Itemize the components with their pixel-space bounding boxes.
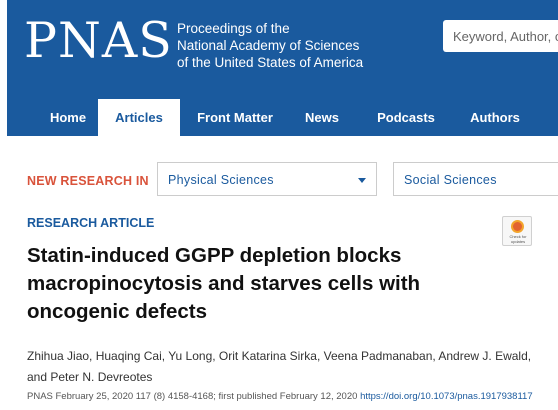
article-citation: PNAS February 25, 2020 117 (8) 4158-4168…: [27, 391, 533, 402]
nav-articles[interactable]: Articles: [98, 99, 180, 136]
tagline-line-2: National Academy of Sciences: [177, 38, 360, 53]
tagline-line-3: of the United States of America: [177, 55, 364, 70]
article-type-label: RESEARCH ARTICLE: [27, 216, 155, 230]
main-nav: Home Articles Front Matter News Podcasts…: [7, 99, 558, 136]
site-header: PNAS Proceedings of the National Academy…: [7, 0, 558, 136]
social-sciences-select[interactable]: Social Sciences: [393, 162, 558, 196]
nav-authors[interactable]: Authors: [470, 110, 520, 125]
doi-link[interactable]: https://doi.org/10.1073/pnas.1917938117: [360, 391, 533, 402]
physical-sciences-select[interactable]: Physical Sciences: [157, 162, 377, 196]
nav-front-matter[interactable]: Front Matter: [197, 110, 273, 125]
chevron-down-icon: [358, 178, 366, 183]
crossmark-icon: [511, 220, 524, 233]
journal-tagline: Proceedings of the National Academy of S…: [177, 20, 363, 71]
new-research-label: NEW RESEARCH IN: [27, 174, 149, 188]
check-for-updates-label: Check for updates: [509, 234, 527, 244]
nav-home[interactable]: Home: [49, 110, 87, 125]
nav-news[interactable]: News: [305, 110, 339, 125]
pnas-logo[interactable]: PNAS: [24, 12, 173, 69]
physical-sciences-select-value: Physical Sciences: [168, 173, 274, 187]
social-sciences-select-value: Social Sciences: [404, 173, 497, 187]
nav-podcasts[interactable]: Podcasts: [377, 110, 435, 125]
citation-text: PNAS February 25, 2020 117 (8) 4158-4168…: [27, 391, 358, 402]
article-authors: Zhihua Jiao, Huaqing Cai, Yu Long, Orit …: [27, 349, 532, 384]
search-input[interactable]: Keyword, Author, o: [443, 20, 558, 52]
check-for-updates-badge[interactable]: Check for updates: [502, 216, 532, 246]
article-title: Statin-induced GGPP depletion blocks mac…: [27, 244, 421, 323]
tagline-line-1: Proceedings of the: [177, 21, 290, 36]
